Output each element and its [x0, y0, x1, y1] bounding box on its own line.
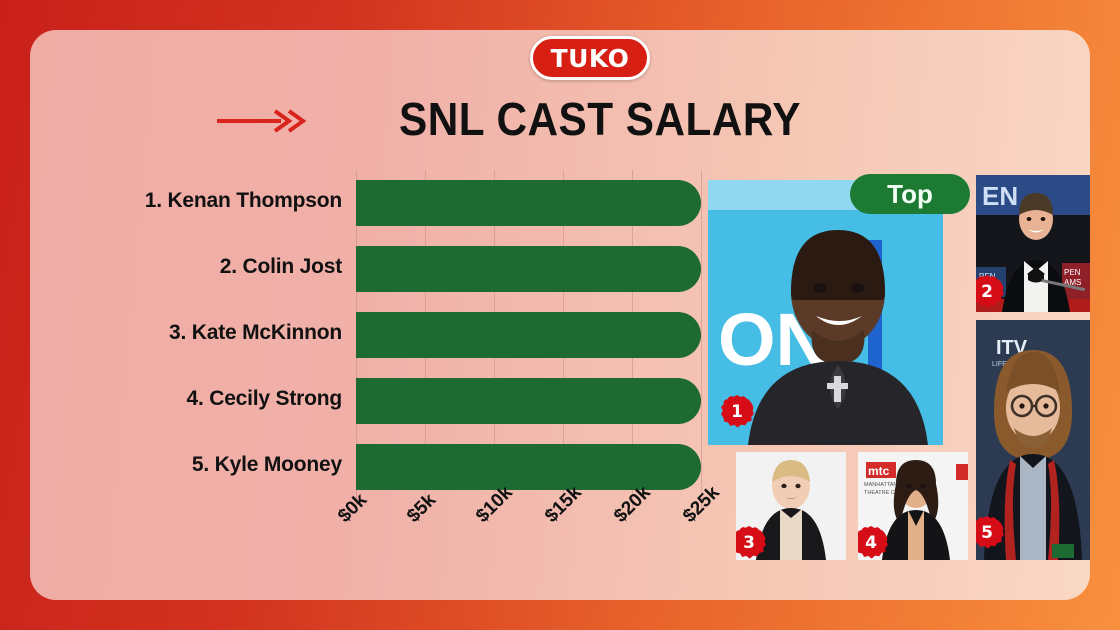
- logo-text: TUKO: [550, 43, 630, 73]
- rank-number: 3: [743, 533, 755, 553]
- rank-badge-4: 4: [858, 526, 888, 560]
- photo-kyle-mooney: ITV LIFE 5: [976, 320, 1090, 560]
- category-labels: 1. Kenan Thompson 2. Colin Jost 3. Kate Mc…: [60, 170, 342, 500]
- top-badge: Top: [850, 174, 970, 214]
- bar: [356, 312, 701, 358]
- rank-badge-1: 1: [720, 395, 754, 429]
- bar: [356, 378, 701, 424]
- salary-bar-chart: 1. Kenan Thompson 2. Colin Jost 3. Kate Mc…: [30, 140, 730, 580]
- rank-number: 1: [731, 402, 743, 422]
- rank-badge-3: 3: [736, 526, 766, 560]
- svg-text:LIFE: LIFE: [992, 361, 1007, 368]
- bar: [356, 246, 701, 292]
- category-label: 4. Cecily Strong: [186, 387, 342, 410]
- tuko-logo: TUKO: [530, 36, 650, 80]
- photo-kenan-thompson: ON 1: [708, 180, 943, 445]
- svg-text:mtc: mtc: [868, 464, 890, 478]
- rank-badge-5: 5: [976, 516, 1004, 550]
- svg-text:PEN: PEN: [1064, 268, 1081, 277]
- category-label: 2. Colin Jost: [219, 255, 342, 278]
- rank-badge-2: 2: [976, 275, 1004, 309]
- category-label: 1. Kenan Thompson: [144, 189, 342, 212]
- infographic-card: TUKO SNL CAST SALARY 1. Kenan Thompson 2.…: [30, 30, 1090, 600]
- bar: [356, 180, 701, 226]
- page-title: SNL CAST SALARY: [399, 93, 801, 145]
- svg-text:EN: EN: [982, 181, 1018, 211]
- svg-text:THEATRE C.: THEATRE C.: [864, 490, 897, 496]
- photo-collage: Top ON 1: [708, 170, 1090, 570]
- svg-text:AMS: AMS: [1064, 278, 1081, 287]
- right-arrow-icon: [217, 109, 307, 133]
- plot-area: [356, 170, 702, 510]
- category-label: 3. Kate McKinnon: [169, 321, 342, 344]
- bar: [356, 444, 701, 490]
- rank-number: 2: [981, 282, 993, 302]
- photo-colin-jost: EN PEN AM PEN AMS 2: [976, 175, 1090, 312]
- photo-cecily-strong: mtc MANHATTAN THEATRE C. 4: [858, 452, 968, 560]
- photo-kate-mckinnon: 3: [736, 452, 846, 560]
- top-badge-label: Top: [887, 178, 933, 209]
- rank-number: 4: [865, 533, 877, 553]
- gridline: [701, 170, 702, 510]
- rank-number: 5: [981, 523, 993, 543]
- svg-text:MANHATTAN: MANHATTAN: [864, 482, 897, 488]
- x-axis-ticks: $0k $5k $10k $15k $20k $25k: [334, 482, 756, 572]
- category-label: 5. Kyle Mooney: [191, 453, 342, 476]
